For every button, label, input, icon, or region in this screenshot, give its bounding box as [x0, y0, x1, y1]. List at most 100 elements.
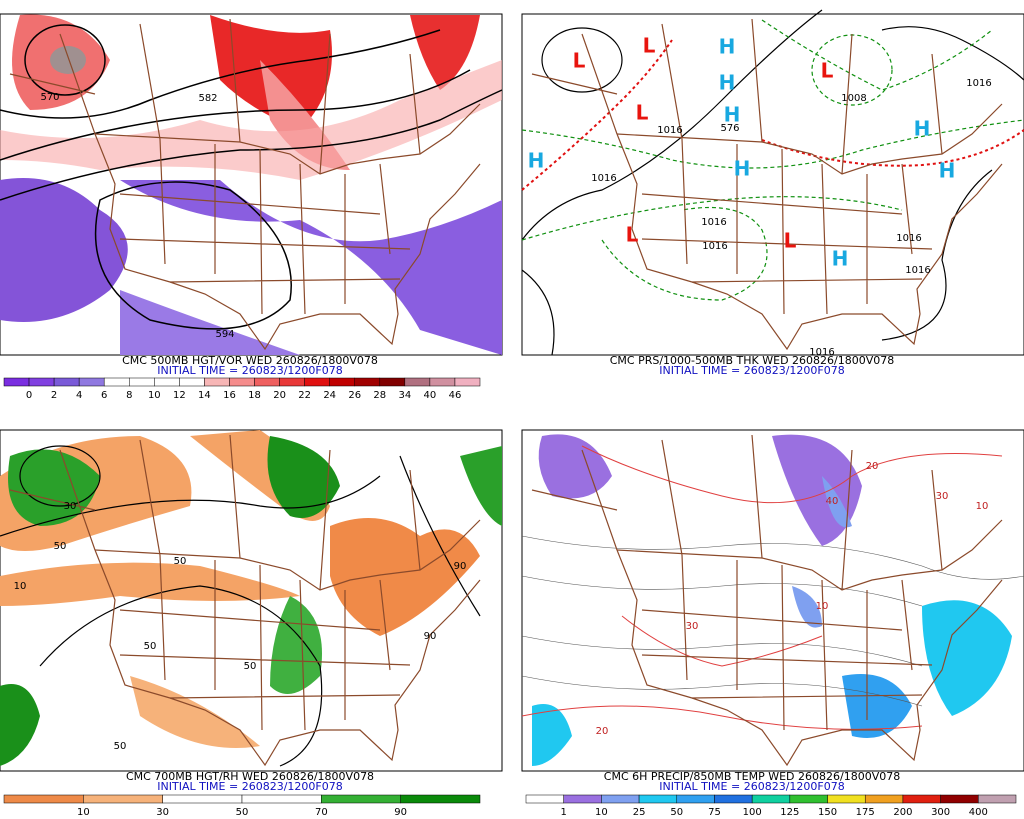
- colorbar-label: 10: [77, 807, 90, 818]
- colorbar-swatch: [902, 794, 941, 804]
- title: CMC 700MB HGT/RH WED 260826/1800V078: [126, 770, 374, 783]
- colorbar-swatch: [83, 794, 163, 804]
- colorbar-label: 150: [818, 807, 837, 818]
- contour-label: 50: [174, 556, 187, 567]
- panel-labels: 570 582 594: [40, 92, 234, 340]
- contour-label: 594: [215, 329, 234, 340]
- colorbar-label: 0: [26, 390, 32, 401]
- contour-label: 50: [144, 641, 157, 652]
- colorbar-label: 90: [394, 807, 407, 818]
- panel-precip: CMC 6H PRECIP/850MB TEMP WED 260826/1800…: [521, 429, 1024, 818]
- panel-labels: 1008 1016 1016 1016 1016 1016 1016 1016 576 1016 L…: [528, 34, 992, 359]
- colorbar-label: 28: [373, 390, 386, 401]
- contour-label: 582: [198, 93, 217, 104]
- contour-label: 1008: [841, 93, 866, 104]
- contour-label: 40: [826, 496, 839, 507]
- colorbar: 0 2 4 6 8 10 12 14 16 18 20 22 24 26 28 34 40 46: [3, 377, 481, 401]
- colorbar-label: 400: [969, 807, 988, 818]
- contour-label: 30: [64, 501, 77, 512]
- colorbar-swatch: [525, 794, 564, 804]
- pressure-center: H: [528, 149, 545, 173]
- title: CMC 6H PRECIP/850MB TEMP WED 260826/1800…: [604, 770, 900, 783]
- colorbar-swatch: [379, 377, 406, 387]
- pressure-center: H: [719, 71, 736, 95]
- colorbar-swatch: [129, 377, 155, 387]
- panel-labels: 20 30 10 40 20 30 10: [596, 461, 989, 737]
- subtitle: INITIAL TIME = 260823/1200F078: [659, 364, 844, 377]
- contour-label: 1016: [702, 241, 727, 252]
- pressure-center: H: [724, 103, 741, 127]
- colorbar: 10 30 50 70 90: [3, 794, 481, 818]
- colorbar-swatch: [78, 377, 105, 387]
- colorbar-label: 70: [315, 807, 328, 818]
- subtitle: INITIAL TIME = 260823/1200F078: [157, 780, 342, 793]
- contour-label: 1016: [591, 173, 616, 184]
- contour-label: 10: [14, 581, 27, 592]
- pressure-center: L: [784, 229, 797, 253]
- colorbar-label: 20: [273, 390, 286, 401]
- colorbar-label: 46: [449, 390, 462, 401]
- colorbar-label: 8: [126, 390, 132, 401]
- panel-humidity: CMC 700MB HGT/RH WED 260826/1800V078 INI…: [0, 429, 503, 818]
- colorbar-swatch: [400, 794, 481, 804]
- colorbar: 1 10 25 50 75 100 125 150 175 200 300 400: [525, 794, 1017, 818]
- contour-label: 20: [596, 726, 609, 737]
- colorbar-label: 75: [708, 807, 721, 818]
- pressure-center: H: [734, 157, 751, 181]
- colorbar-label: 125: [780, 807, 799, 818]
- colorbar-swatch: [940, 794, 979, 804]
- pressure-center: L: [821, 59, 834, 83]
- colorbar-swatch: [254, 377, 280, 387]
- colorbar-swatch: [978, 794, 1017, 804]
- colorbar-swatch: [827, 794, 866, 804]
- colorbar-swatch: [162, 794, 243, 804]
- contour-label: 30: [936, 491, 949, 502]
- colorbar-label: 1: [561, 807, 567, 818]
- contour-label: 50: [244, 661, 257, 672]
- colorbar-swatch: [454, 377, 481, 387]
- colorbar-swatch: [638, 794, 678, 804]
- pressure-center: L: [626, 223, 639, 247]
- colorbar-swatch: [321, 794, 401, 804]
- contour-label: 576: [720, 123, 739, 134]
- colorbar-swatch: [864, 794, 904, 804]
- contour-label: 1016: [896, 233, 921, 244]
- colorbar-label: 300: [931, 807, 950, 818]
- colorbar-swatch: [3, 794, 84, 804]
- panel-vorticity: CMC 500MB HGT/VOR WED 260826/1800V078 IN…: [0, 13, 503, 401]
- colorbar-label: 175: [856, 807, 875, 818]
- contour-label: 50: [114, 741, 127, 752]
- panel-pressure: CMC PRS/1000-500MB THK WED 260826/1800V0…: [521, 9, 1024, 377]
- colorbar-label: 100: [743, 807, 762, 818]
- colorbar-label: 25: [633, 807, 646, 818]
- colorbar-label: 34: [398, 390, 411, 401]
- colorbar-label: 22: [298, 390, 311, 401]
- colorbar-swatch: [304, 377, 330, 387]
- colorbar-label: 30: [156, 807, 169, 818]
- colorbar-swatch: [329, 377, 355, 387]
- colorbar-swatch: [279, 377, 305, 387]
- colorbar-label: 10: [595, 807, 608, 818]
- colorbar-swatch: [601, 794, 640, 804]
- pressure-center: H: [939, 159, 956, 183]
- contour-label: 1016: [905, 265, 930, 276]
- contour-label: 50: [54, 541, 67, 552]
- contour-label: 1016: [966, 78, 991, 89]
- colorbar-label: 50: [236, 807, 249, 818]
- colorbar-label: 12: [173, 390, 186, 401]
- pressure-center: L: [573, 49, 586, 73]
- title: CMC PRS/1000-500MB THK WED 260826/1800V0…: [610, 354, 895, 367]
- colorbar-swatch: [751, 794, 791, 804]
- colorbar-swatch: [28, 377, 55, 387]
- colorbar-swatch: [154, 377, 180, 387]
- colorbar-swatch: [429, 377, 456, 387]
- colorbar-label: 50: [670, 807, 683, 818]
- subtitle: INITIAL TIME = 260823/1200F078: [157, 364, 342, 377]
- colorbar-label: 18: [248, 390, 261, 401]
- colorbar-label: 10: [148, 390, 161, 401]
- contour-label: 20: [866, 461, 879, 472]
- contour-label: 90: [454, 561, 467, 572]
- contour-label: 10: [976, 501, 989, 512]
- colorbar-swatch: [53, 377, 80, 387]
